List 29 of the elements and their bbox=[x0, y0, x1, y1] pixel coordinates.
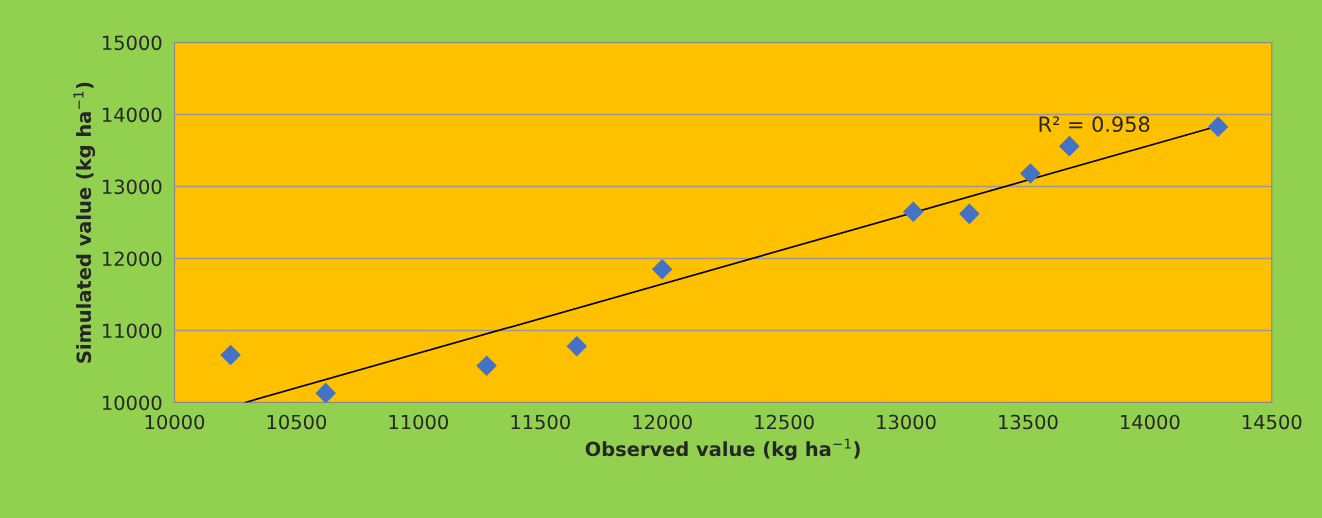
point bbox=[1207, 116, 1229, 138]
y-tick-label: 11000 bbox=[102, 323, 162, 339]
y-tick-label: 14000 bbox=[102, 107, 162, 123]
point bbox=[476, 355, 497, 377]
x-tick-label: 14000 bbox=[1121, 414, 1180, 430]
x-tick-label: 10500 bbox=[267, 414, 327, 430]
x-tick-label: 12000 bbox=[633, 414, 692, 430]
x-tick-label: 13500 bbox=[999, 414, 1058, 430]
x-tick-label: 10000 bbox=[145, 414, 205, 430]
point bbox=[1059, 135, 1080, 157]
x-tick-label: 12500 bbox=[755, 414, 814, 430]
point bbox=[315, 382, 336, 403]
point bbox=[959, 203, 980, 225]
x-tick-label: 14500 bbox=[1242, 414, 1302, 430]
x-axis-title: Observed value (kg ha$^{−1}$) bbox=[585, 438, 860, 461]
x-tick-label: 13000 bbox=[877, 414, 936, 430]
y-tick-label: 12000 bbox=[102, 251, 162, 267]
point bbox=[1020, 163, 1041, 184]
x-tick-label: 11000 bbox=[389, 414, 448, 430]
y-tick-label: 13000 bbox=[102, 179, 162, 195]
annotation: R² = 0.958 bbox=[1039, 116, 1150, 133]
point bbox=[651, 258, 673, 280]
y-tick-label: 10000 bbox=[102, 395, 162, 411]
x-tick-label: 11500 bbox=[511, 414, 570, 430]
point bbox=[220, 344, 241, 366]
point bbox=[566, 336, 588, 357]
point bbox=[903, 201, 924, 222]
y-axis-title: Simulated value (kg ha$^{−1}$) bbox=[73, 82, 96, 363]
y-tick-label: 15000 bbox=[102, 35, 162, 51]
